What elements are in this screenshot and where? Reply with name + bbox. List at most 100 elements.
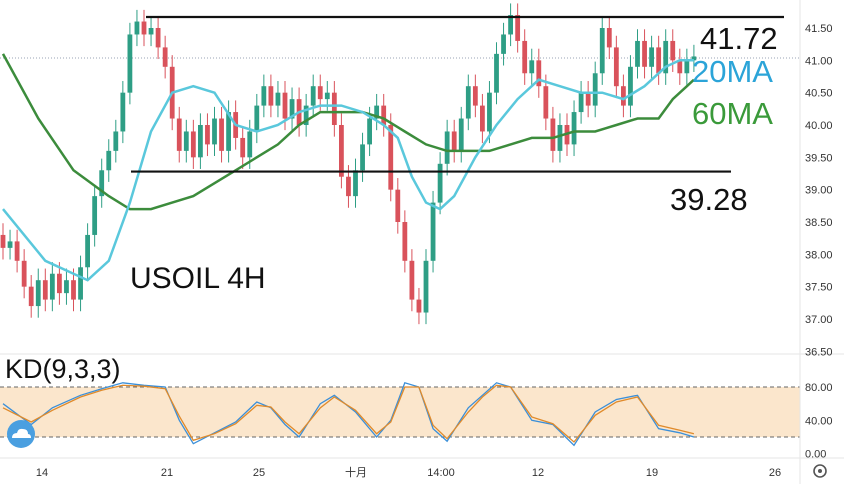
candle-body [113,131,119,151]
x-tick-label: 12 [532,467,544,479]
candle-body [606,28,612,48]
candle-body [423,260,429,313]
candle-body [247,131,253,158]
candle-body [360,144,365,171]
kd-lines [2,382,695,447]
candle-body [416,299,422,313]
candle-body [0,234,6,248]
candle-body [430,202,436,261]
candle-body [240,137,246,158]
candle-body [451,131,457,151]
candle-body [571,112,577,145]
candle-body [494,53,499,93]
x-tick-label: 26 [769,467,781,479]
price-tick-label: 36.50 [805,346,833,358]
candle-body [268,86,274,106]
candle-body [388,125,394,190]
logo-badge[interactable] [7,420,35,448]
candle-body [339,125,344,177]
price-y-ticks: 41.50 41.00 40.50 40.00 39.50 39.00 38.50 38.00… [805,23,833,358]
candle-body [162,47,168,67]
candle-body [374,105,380,119]
candle-body [99,170,105,197]
gear-ring [813,464,827,478]
kd-tick-label: 80.00 [805,382,833,394]
resistance-label: 41.72 [700,21,778,56]
price-tick-label: 40.00 [805,120,833,132]
candle-body [677,60,683,74]
candle-body [331,92,337,125]
candle-body [303,105,309,125]
candle-body [28,286,34,307]
x-ticks: 14 21 25 十月 14:00 12 19 26 [36,465,781,479]
candle-body [487,92,492,132]
candle-body [85,234,90,268]
candle-body [543,86,549,119]
candle-body [219,118,224,151]
candle-body [254,105,260,132]
candle-body [381,105,387,125]
price-tick-label: 41.00 [805,55,833,67]
candle-body [402,222,408,261]
candle-body [480,105,485,132]
candle-body [346,176,351,197]
candle-body [7,241,13,248]
candle-body [106,150,112,171]
candle-body [310,86,316,106]
candle-body [42,280,48,300]
candle-body [183,131,189,151]
candle-body [353,170,358,197]
candle-body [49,273,55,300]
candle-body [465,86,471,119]
candle-body [261,86,267,106]
kd-title: KD(9,3,3) [5,354,121,384]
candle-body [670,40,676,61]
price-tick-label: 39.50 [805,152,833,164]
candle-body [92,196,98,235]
candle-body [226,112,231,151]
price-tick-label: 38.00 [805,249,833,261]
candle-body [21,260,27,287]
candle-body [324,92,330,100]
candle-body [275,92,281,106]
candle-body [628,66,633,106]
candle-body [472,86,478,106]
gear-icon[interactable] [813,464,827,478]
candle-body [691,56,697,61]
price-tick-label: 41.50 [805,23,833,35]
candle-body [127,34,133,93]
candle-body [14,241,20,261]
candle-body [71,280,76,300]
candle-body [649,47,654,67]
x-tick-label: 十月 [345,465,367,479]
ma60-label: 60MA [692,96,773,131]
price-tick-label: 38.50 [805,217,833,229]
candle-body [501,34,506,54]
candle-body [198,125,203,158]
candle-body [120,92,126,132]
candle-body [592,73,598,106]
candle-body [141,21,147,35]
candle-body [367,118,372,145]
candle-body [155,28,161,48]
candle-body [515,15,521,41]
kd-tick-label: 0.00 [805,449,826,461]
ma20-label: 20MA [692,54,773,89]
candle-body [190,131,196,158]
kd-tick-label: 40.00 [805,415,833,427]
cloud-shape [12,428,31,438]
candle-body [613,47,619,87]
candle-body [599,28,605,74]
candle-body [148,28,154,35]
candle-body [57,273,62,294]
candle-body [212,118,217,145]
chart-title: USOIL 4H [130,262,266,295]
price-tick-label: 39.00 [805,185,833,197]
gear-hub [818,469,822,473]
candle-body [444,131,450,164]
candle-body [282,92,288,119]
candle-body [437,163,443,203]
d-line [2,384,695,443]
candles-group [0,3,697,325]
candle-body [635,40,640,67]
